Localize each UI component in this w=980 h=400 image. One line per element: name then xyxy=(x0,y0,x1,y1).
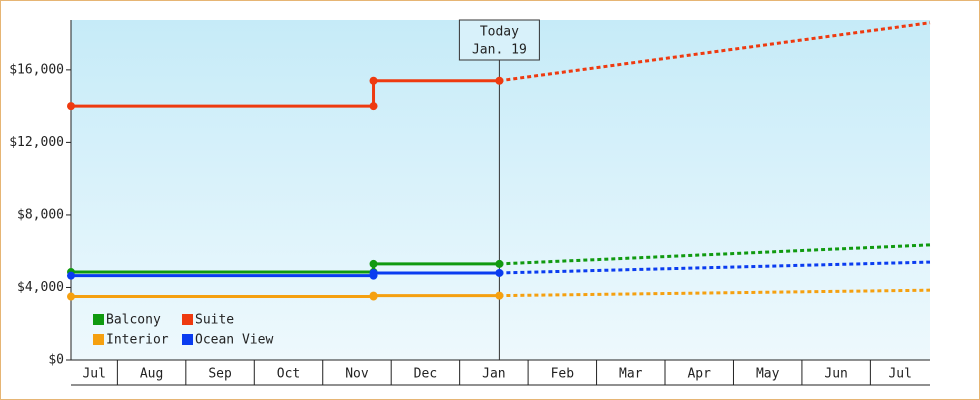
legend-swatch xyxy=(93,334,104,345)
x-tick-label: Sep xyxy=(208,367,232,382)
legend-label: Balcony xyxy=(106,313,161,328)
series-line xyxy=(71,262,500,274)
x-tick-label: Jul xyxy=(888,367,911,382)
data-point xyxy=(369,259,378,268)
y-tick-label: $12,000 xyxy=(9,135,64,150)
data-point xyxy=(495,291,504,300)
x-tick-label: Aug xyxy=(140,367,163,382)
y-tick-label: $16,000 xyxy=(9,62,64,77)
data-point xyxy=(495,76,504,85)
x-tick-label: Dec xyxy=(414,367,437,382)
projection-line xyxy=(499,260,931,275)
projection-line xyxy=(499,288,931,298)
data-point xyxy=(369,268,378,277)
y-tick-label: $0 xyxy=(48,353,64,368)
today-date: Jan. 19 xyxy=(472,43,527,58)
data-point xyxy=(369,76,378,85)
x-tick-label: Apr xyxy=(687,367,711,382)
x-tick-label: Mar xyxy=(619,367,643,382)
legend-swatch xyxy=(182,314,193,325)
plot-area xyxy=(71,20,930,360)
data-point xyxy=(67,292,75,301)
data-point xyxy=(495,259,504,268)
x-tick-label: May xyxy=(756,367,780,382)
legend-label: Interior xyxy=(106,333,169,348)
data-point xyxy=(369,291,378,300)
legend-label: Ocean View xyxy=(195,333,273,348)
x-tick-label: Feb xyxy=(551,367,575,382)
data-point xyxy=(67,271,75,280)
legend-swatch xyxy=(93,314,104,325)
series-line xyxy=(71,79,500,108)
y-tick-label: $4,000 xyxy=(17,280,64,295)
data-point xyxy=(67,102,75,111)
legend-label: Suite xyxy=(195,313,234,328)
data-point xyxy=(369,102,378,111)
x-tick-label: Jun xyxy=(824,367,847,382)
y-tick-label: $8,000 xyxy=(17,207,64,222)
x-tick-label: Jul xyxy=(82,367,105,382)
x-tick-label: Jan xyxy=(482,367,505,382)
today-label: Today xyxy=(480,25,519,40)
projection-line xyxy=(499,243,931,266)
x-tick-label: Nov xyxy=(345,367,369,382)
x-tick-label: Oct xyxy=(277,367,300,382)
legend-swatch xyxy=(182,334,193,345)
today-box xyxy=(458,19,540,61)
data-point xyxy=(495,268,504,277)
projection-line xyxy=(499,21,931,83)
series-line xyxy=(71,294,500,299)
